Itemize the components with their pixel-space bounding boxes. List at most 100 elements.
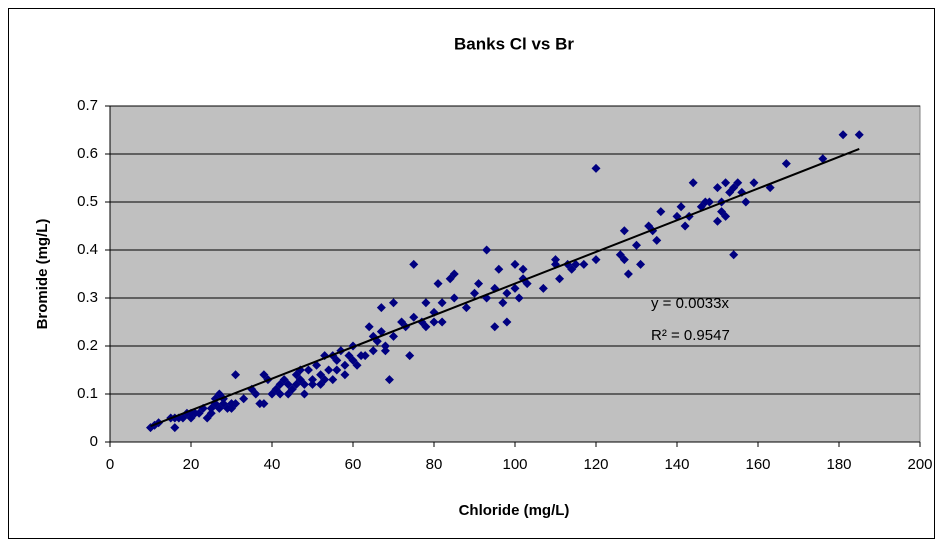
point xyxy=(818,154,828,164)
point xyxy=(206,408,216,418)
point xyxy=(308,375,317,385)
trend-r-squared: R² = 0.9547 xyxy=(651,327,730,344)
point xyxy=(721,178,731,188)
point xyxy=(713,183,722,193)
x-axis-label: Chloride (mg/L) xyxy=(459,502,570,519)
point xyxy=(421,298,431,308)
x-tick-label: 60 xyxy=(345,456,362,473)
x-tick-label: 200 xyxy=(907,456,932,473)
plot-area xyxy=(109,105,921,443)
x-tick-label: 20 xyxy=(183,456,200,473)
point xyxy=(555,274,565,284)
y-tick-label: 0.3 xyxy=(77,289,98,306)
point xyxy=(332,355,342,365)
point xyxy=(275,389,285,399)
x-tick-label: 40 xyxy=(264,456,281,473)
point xyxy=(482,245,492,255)
x-tick-label: 160 xyxy=(745,456,770,473)
point xyxy=(652,235,662,245)
point xyxy=(704,197,714,207)
trend-equation: y = 0.0033x xyxy=(651,295,729,312)
y-tick-label: 0 xyxy=(90,433,98,450)
point xyxy=(538,283,548,293)
point xyxy=(429,317,439,327)
point xyxy=(514,293,524,303)
point xyxy=(421,322,431,332)
point xyxy=(239,394,249,404)
y-tick-label: 0.4 xyxy=(77,241,98,258)
point xyxy=(733,178,743,188)
point xyxy=(259,399,269,409)
point xyxy=(352,360,362,370)
point xyxy=(680,221,690,231)
point xyxy=(749,178,759,188)
trendline xyxy=(150,148,860,428)
y-axis-label: Bromide (mg/L) xyxy=(34,219,51,330)
point xyxy=(688,178,698,188)
point xyxy=(619,255,629,265)
point xyxy=(619,226,629,236)
point xyxy=(389,331,398,341)
x-tick-label: 100 xyxy=(502,456,527,473)
point xyxy=(437,317,447,327)
point xyxy=(340,360,350,370)
point xyxy=(303,365,313,375)
point xyxy=(470,288,479,298)
point xyxy=(721,211,731,221)
point xyxy=(449,293,459,303)
point xyxy=(332,365,342,375)
point xyxy=(579,259,589,269)
x-tick-label: 80 xyxy=(426,456,443,473)
point xyxy=(308,379,317,389)
point xyxy=(636,259,646,269)
point xyxy=(502,317,512,327)
point xyxy=(409,312,419,322)
point xyxy=(498,298,508,308)
point xyxy=(340,370,350,380)
point xyxy=(320,375,330,385)
y-tick-label: 0.5 xyxy=(77,193,98,210)
y-tick-label: 0.6 xyxy=(77,145,98,162)
point xyxy=(490,322,500,332)
x-tick-label: 120 xyxy=(583,456,608,473)
point xyxy=(324,365,334,375)
point xyxy=(433,279,443,289)
point xyxy=(384,375,394,385)
point xyxy=(376,327,386,337)
point xyxy=(623,269,633,279)
point xyxy=(510,259,520,269)
point xyxy=(251,389,261,399)
point xyxy=(461,303,471,313)
point xyxy=(551,255,560,265)
point xyxy=(231,399,241,409)
x-tick-label: 0 xyxy=(106,456,114,473)
point xyxy=(713,216,722,226)
point xyxy=(781,159,791,169)
y-tick-label: 0.7 xyxy=(77,97,98,114)
y-tick-label: 0.2 xyxy=(77,337,98,354)
point xyxy=(591,255,601,265)
point xyxy=(474,279,484,289)
point xyxy=(591,163,601,173)
point xyxy=(389,298,398,308)
point xyxy=(729,250,739,260)
chart-title: Banks Cl vs Br xyxy=(454,34,574,53)
point xyxy=(380,341,390,351)
point xyxy=(368,346,378,356)
point xyxy=(449,269,459,279)
point xyxy=(522,279,532,289)
point xyxy=(571,259,581,269)
point xyxy=(380,346,390,356)
point xyxy=(510,283,520,293)
point xyxy=(854,130,864,140)
point xyxy=(676,202,686,212)
x-tick-label: 180 xyxy=(826,456,851,473)
point xyxy=(360,351,370,361)
point xyxy=(494,264,504,274)
point xyxy=(364,322,374,332)
point xyxy=(656,207,666,217)
y-tick-label: 0.1 xyxy=(77,385,98,402)
point xyxy=(838,130,848,140)
point xyxy=(170,423,180,433)
point xyxy=(632,240,641,250)
